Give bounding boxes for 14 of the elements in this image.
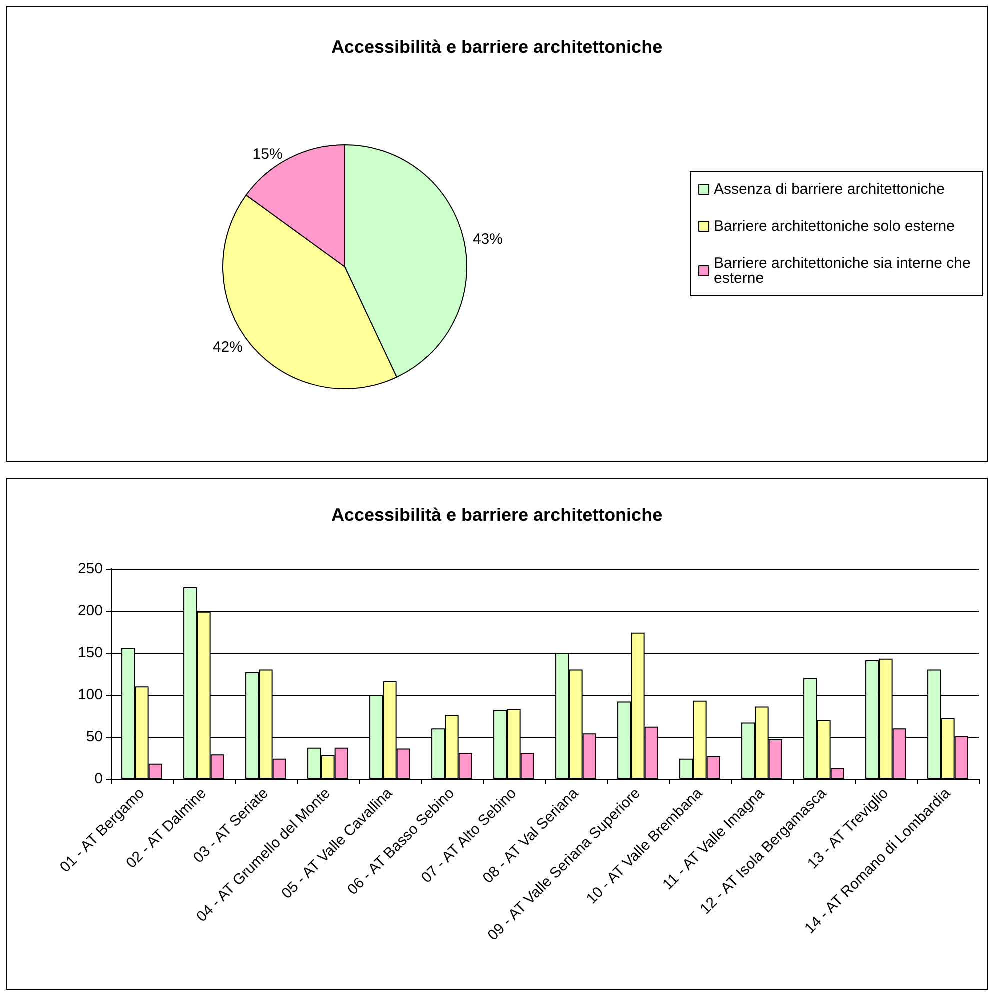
- y-tick-label: 50: [86, 728, 103, 746]
- y-tick-label: 0: [94, 770, 103, 788]
- y-tick-label: 200: [78, 602, 103, 620]
- y-tick-label: 100: [78, 686, 103, 704]
- chart-title: Accessibilità e barriere architettoniche: [331, 505, 663, 525]
- data-label: 15%: [252, 146, 283, 164]
- y-tick-label: 250: [78, 560, 103, 578]
- data-label: 43%: [472, 231, 503, 248]
- y-tick-label: 150: [78, 644, 103, 662]
- legend-label: Barriere architettoniche solo esterne: [714, 218, 955, 235]
- legend-label: Assenza di barriere architettoniche: [714, 181, 945, 198]
- legend-label: Barriere architettoniche sia interne che esterne: [714, 255, 976, 287]
- data-label: 42%: [212, 338, 243, 356]
- chart-title: Accessibilità e barriere architettoniche: [331, 37, 663, 57]
